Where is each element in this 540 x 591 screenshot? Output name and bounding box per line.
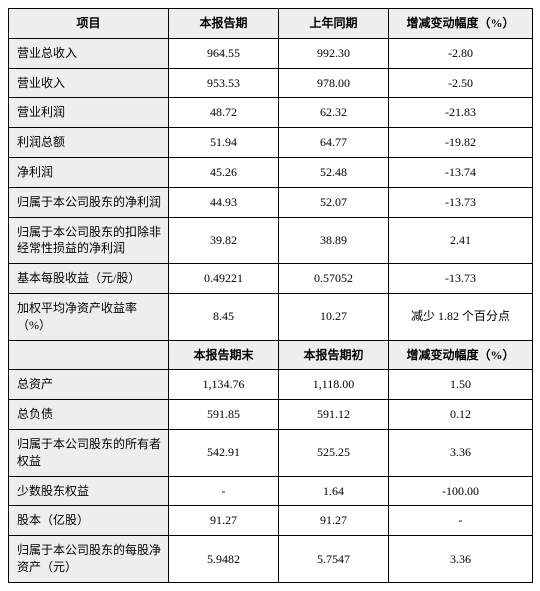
cell-value: 0.57052: [279, 264, 389, 294]
col-header-prior: 本报告期初: [279, 340, 389, 370]
cell-change: 减少 1.82 个百分点: [389, 293, 533, 340]
cell-value: 0.49221: [169, 264, 279, 294]
cell-change: 3.36: [389, 536, 533, 583]
row-label: 归属于本公司股东的每股净资产（元）: [9, 536, 169, 583]
table-row: 利润总额51.9464.77-19.82: [9, 128, 533, 158]
cell-value: -: [169, 476, 279, 506]
row-label: 基本每股收益（元/股）: [9, 264, 169, 294]
table-row: 少数股东权益-1.64-100.00: [9, 476, 533, 506]
cell-value: 525.25: [279, 429, 389, 476]
row-label: 净利润: [9, 157, 169, 187]
cell-value: 5.9482: [169, 536, 279, 583]
cell-value: 1.64: [279, 476, 389, 506]
table-row: 归属于本公司股东的扣除非经常性损益的净利润39.8238.892.41: [9, 217, 533, 264]
row-label: 总资产: [9, 370, 169, 400]
table-row: 股本（亿股）91.2791.27-: [9, 506, 533, 536]
cell-value: 953.53: [169, 68, 279, 98]
cell-value: 978.00: [279, 68, 389, 98]
cell-value: 64.77: [279, 128, 389, 158]
cell-value: 992.30: [279, 38, 389, 68]
cell-change: 1.50: [389, 370, 533, 400]
row-label: 归属于本公司股东的所有者权益: [9, 429, 169, 476]
table-row: 总资产1,134.761,118.001.50: [9, 370, 533, 400]
cell-change: -2.50: [389, 68, 533, 98]
cell-change: -2.80: [389, 38, 533, 68]
cell-change: -100.00: [389, 476, 533, 506]
cell-change: 0.12: [389, 400, 533, 430]
row-label: 营业利润: [9, 98, 169, 128]
table-row: 营业总收入964.55992.30-2.80: [9, 38, 533, 68]
col-header-period: 本报告期末: [169, 340, 279, 370]
row-label: 加权平均净资产收益率（%）: [9, 293, 169, 340]
cell-change: -13.73: [389, 187, 533, 217]
row-label: 归属于本公司股东的净利润: [9, 187, 169, 217]
cell-value: 51.94: [169, 128, 279, 158]
col-header-prior: 上年同期: [279, 9, 389, 39]
cell-value: 8.45: [169, 293, 279, 340]
table-row: 归属于本公司股东的净利润44.9352.07-13.73: [9, 187, 533, 217]
row-label: 营业收入: [9, 68, 169, 98]
cell-value: 38.89: [279, 217, 389, 264]
cell-value: 964.55: [169, 38, 279, 68]
cell-value: 48.72: [169, 98, 279, 128]
cell-change: -21.83: [389, 98, 533, 128]
cell-value: 10.27: [279, 293, 389, 340]
cell-change: 3.36: [389, 429, 533, 476]
table-row: 加权平均净资产收益率（%）8.4510.27减少 1.82 个百分点: [9, 293, 533, 340]
cell-value: 62.32: [279, 98, 389, 128]
cell-value: 39.82: [169, 217, 279, 264]
cell-value: 591.12: [279, 400, 389, 430]
cell-value: 5.7547: [279, 536, 389, 583]
col-header-blank: [9, 340, 169, 370]
cell-change: -13.73: [389, 264, 533, 294]
row-label: 股本（亿股）: [9, 506, 169, 536]
row-label: 少数股东权益: [9, 476, 169, 506]
table-row: 归属于本公司股东的每股净资产（元）5.94825.75473.36: [9, 536, 533, 583]
financial-table: 项目本报告期上年同期增减变动幅度（%）营业总收入964.55992.30-2.8…: [8, 8, 533, 583]
cell-value: 91.27: [279, 506, 389, 536]
table-row: 归属于本公司股东的所有者权益542.91525.253.36: [9, 429, 533, 476]
table-row: 基本每股收益（元/股）0.492210.57052-13.73: [9, 264, 533, 294]
row-label: 利润总额: [9, 128, 169, 158]
cell-value: 91.27: [169, 506, 279, 536]
table-row: 净利润45.2652.48-13.74: [9, 157, 533, 187]
cell-value: 52.07: [279, 187, 389, 217]
cell-value: 542.91: [169, 429, 279, 476]
row-label: 总负债: [9, 400, 169, 430]
cell-value: 45.26: [169, 157, 279, 187]
cell-value: 44.93: [169, 187, 279, 217]
table-row: 营业利润48.7262.32-21.83: [9, 98, 533, 128]
cell-value: 591.85: [169, 400, 279, 430]
col-header-change: 增减变动幅度（%）: [389, 340, 533, 370]
row-label: 归属于本公司股东的扣除非经常性损益的净利润: [9, 217, 169, 264]
cell-value: 52.48: [279, 157, 389, 187]
table-row: 营业收入953.53978.00-2.50: [9, 68, 533, 98]
cell-change: 2.41: [389, 217, 533, 264]
col-header-item: 项目: [9, 9, 169, 39]
cell-change: -13.74: [389, 157, 533, 187]
cell-change: -19.82: [389, 128, 533, 158]
row-label: 营业总收入: [9, 38, 169, 68]
cell-value: 1,118.00: [279, 370, 389, 400]
col-header-change: 增减变动幅度（%）: [389, 9, 533, 39]
col-header-period: 本报告期: [169, 9, 279, 39]
table-row: 总负债591.85591.120.12: [9, 400, 533, 430]
cell-change: -: [389, 506, 533, 536]
cell-value: 1,134.76: [169, 370, 279, 400]
